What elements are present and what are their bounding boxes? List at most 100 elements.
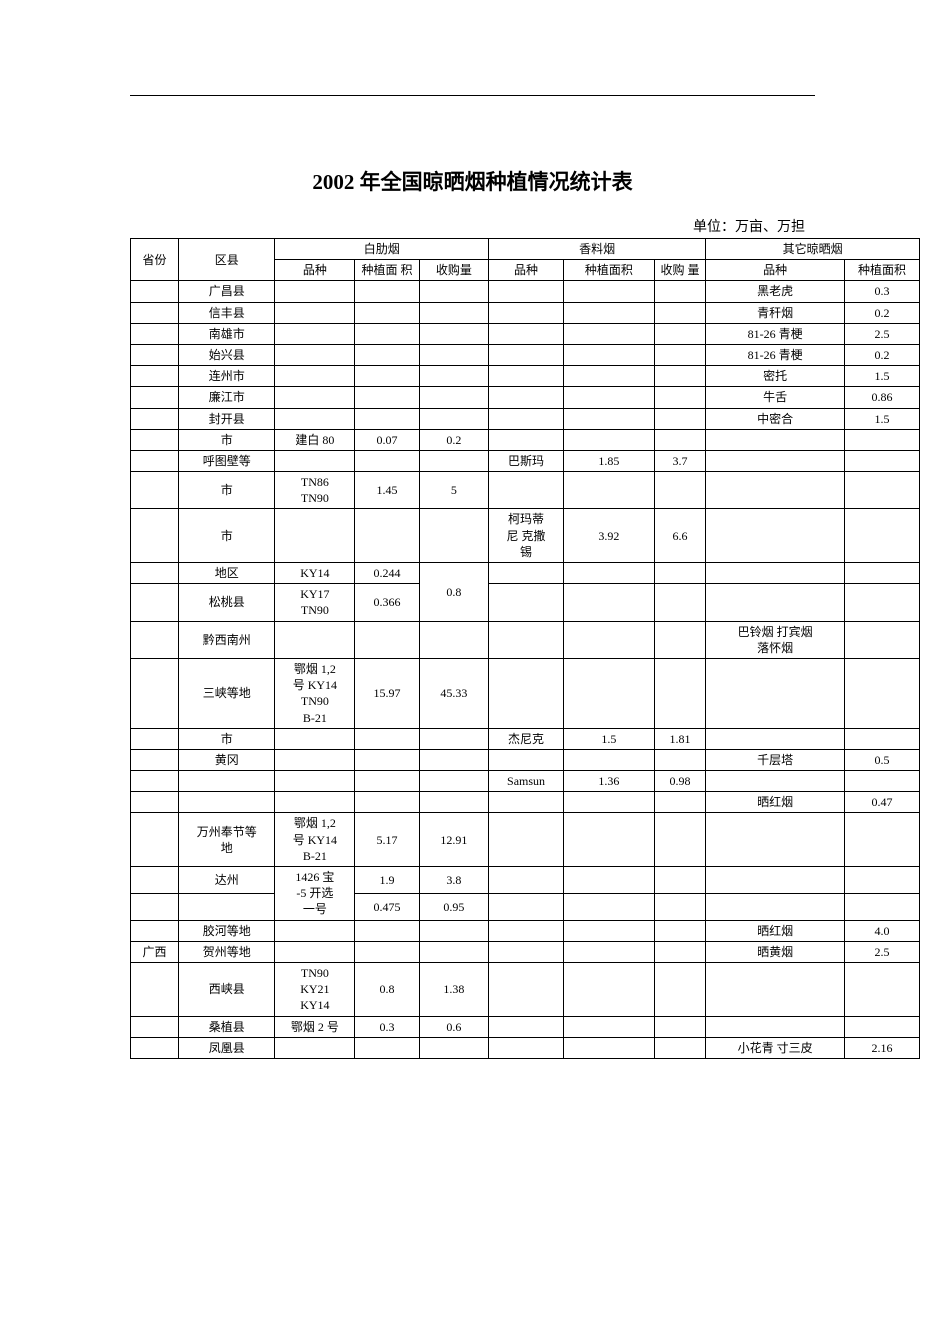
table-cell: 0.3 <box>845 281 920 302</box>
table-cell: 0.8 <box>419 563 489 622</box>
table-cell: 1.9 <box>355 867 419 894</box>
table-cell <box>489 658 564 728</box>
table-row: 桑植县鄂烟 2 号0.30.6 <box>131 1016 920 1037</box>
table-cell: 地区 <box>179 563 275 584</box>
table-cell <box>654 429 705 450</box>
table-row: 市建白 800.070.2 <box>131 429 920 450</box>
table-cell <box>489 408 564 429</box>
table-cell <box>419 344 489 365</box>
table-cell: 黔西南州 <box>179 621 275 658</box>
table-cell <box>563 563 654 584</box>
table-cell <box>563 749 654 770</box>
table-cell <box>355 941 419 962</box>
table-row: 晒红烟0.47 <box>131 792 920 813</box>
table-cell <box>131 302 179 323</box>
table-cell <box>563 920 654 941</box>
table-cell <box>654 920 705 941</box>
table-cell <box>654 813 705 867</box>
table-cell: 黑老虎 <box>706 281 845 302</box>
table-cell <box>845 429 920 450</box>
table-cell: 0.07 <box>355 429 419 450</box>
table-cell <box>845 1016 920 1037</box>
table-row: 连州市密托1.5 <box>131 366 920 387</box>
table-cell: 3.7 <box>654 450 705 471</box>
table-cell: 广西 <box>131 941 179 962</box>
table-cell <box>654 408 705 429</box>
table-cell <box>563 584 654 621</box>
table-cell: 0.3 <box>355 1016 419 1037</box>
table-cell <box>131 344 179 365</box>
table-cell: 4.0 <box>845 920 920 941</box>
table-cell <box>489 429 564 450</box>
table-cell <box>131 366 179 387</box>
table-cell <box>131 281 179 302</box>
table-cell: 巴斯玛 <box>489 450 564 471</box>
table-cell <box>355 728 419 749</box>
table-cell: 信丰县 <box>179 302 275 323</box>
col-variety-1: 品种 <box>275 260 355 281</box>
table-cell: 0.244 <box>355 563 419 584</box>
table-cell <box>355 344 419 365</box>
table-cell <box>654 941 705 962</box>
table-cell <box>489 584 564 621</box>
table-cell <box>706 429 845 450</box>
table-cell: 廉江市 <box>179 387 275 408</box>
table-cell <box>654 867 705 894</box>
table-cell <box>419 387 489 408</box>
table-cell: 0.47 <box>845 792 920 813</box>
table-cell: TN90KY21KY14 <box>275 962 355 1016</box>
table-cell: 0.2 <box>845 302 920 323</box>
table-head: 省份 区县 白肋烟 香料烟 其它晾晒烟 品种 种植面 积 收购量 品种 种植面积… <box>131 239 920 281</box>
table-cell <box>355 509 419 563</box>
table-cell <box>845 658 920 728</box>
table-cell: 1.85 <box>563 450 654 471</box>
table-cell <box>275 387 355 408</box>
table-cell <box>489 387 564 408</box>
table-cell: 黄冈 <box>179 749 275 770</box>
table-cell <box>706 962 845 1016</box>
table-cell <box>131 450 179 471</box>
table-cell <box>563 281 654 302</box>
table-body: 广昌县黑老虎0.3信丰县青秆烟0.2南雄市81-26 青梗2.5始兴县81-26… <box>131 281 920 1059</box>
table-cell: 封开县 <box>179 408 275 429</box>
table-cell: 0.6 <box>419 1016 489 1037</box>
table-cell <box>419 366 489 387</box>
table-cell: 密托 <box>706 366 845 387</box>
table-cell: 连州市 <box>179 366 275 387</box>
table-cell <box>654 387 705 408</box>
table-cell <box>489 366 564 387</box>
col-purchase-1: 收购量 <box>419 260 489 281</box>
table-cell <box>131 387 179 408</box>
table-row: 封开县中密合1.5 <box>131 408 920 429</box>
table-cell <box>179 792 275 813</box>
table-cell <box>419 509 489 563</box>
table-cell <box>654 893 705 920</box>
table-cell <box>355 302 419 323</box>
table-cell <box>706 472 845 509</box>
table-cell: 达州 <box>179 867 275 894</box>
col-province: 省份 <box>131 239 179 281</box>
table-cell <box>845 962 920 1016</box>
table-cell <box>489 563 564 584</box>
table-cell <box>131 472 179 509</box>
table-cell <box>654 584 705 621</box>
table-cell <box>131 509 179 563</box>
table-cell: 三峡等地 <box>179 658 275 728</box>
table-row: 胶河等地晒红烟4.0 <box>131 920 920 941</box>
col-group-other: 其它晾晒烟 <box>706 239 920 260</box>
table-cell <box>489 281 564 302</box>
table-row: 万州奉节等地鄂烟 1,2号 KY14B-215.1712.91 <box>131 813 920 867</box>
table-cell <box>355 408 419 429</box>
table-cell: 青秆烟 <box>706 302 845 323</box>
table-cell <box>489 893 564 920</box>
table-cell <box>706 771 845 792</box>
table-cell <box>654 302 705 323</box>
table-cell: 市 <box>179 472 275 509</box>
table-cell: 广昌县 <box>179 281 275 302</box>
table-cell <box>275 749 355 770</box>
table-cell: 1.5 <box>563 728 654 749</box>
table-cell <box>131 563 179 584</box>
table-cell <box>489 621 564 658</box>
table-cell: 0.475 <box>355 893 419 920</box>
table-cell <box>845 867 920 894</box>
